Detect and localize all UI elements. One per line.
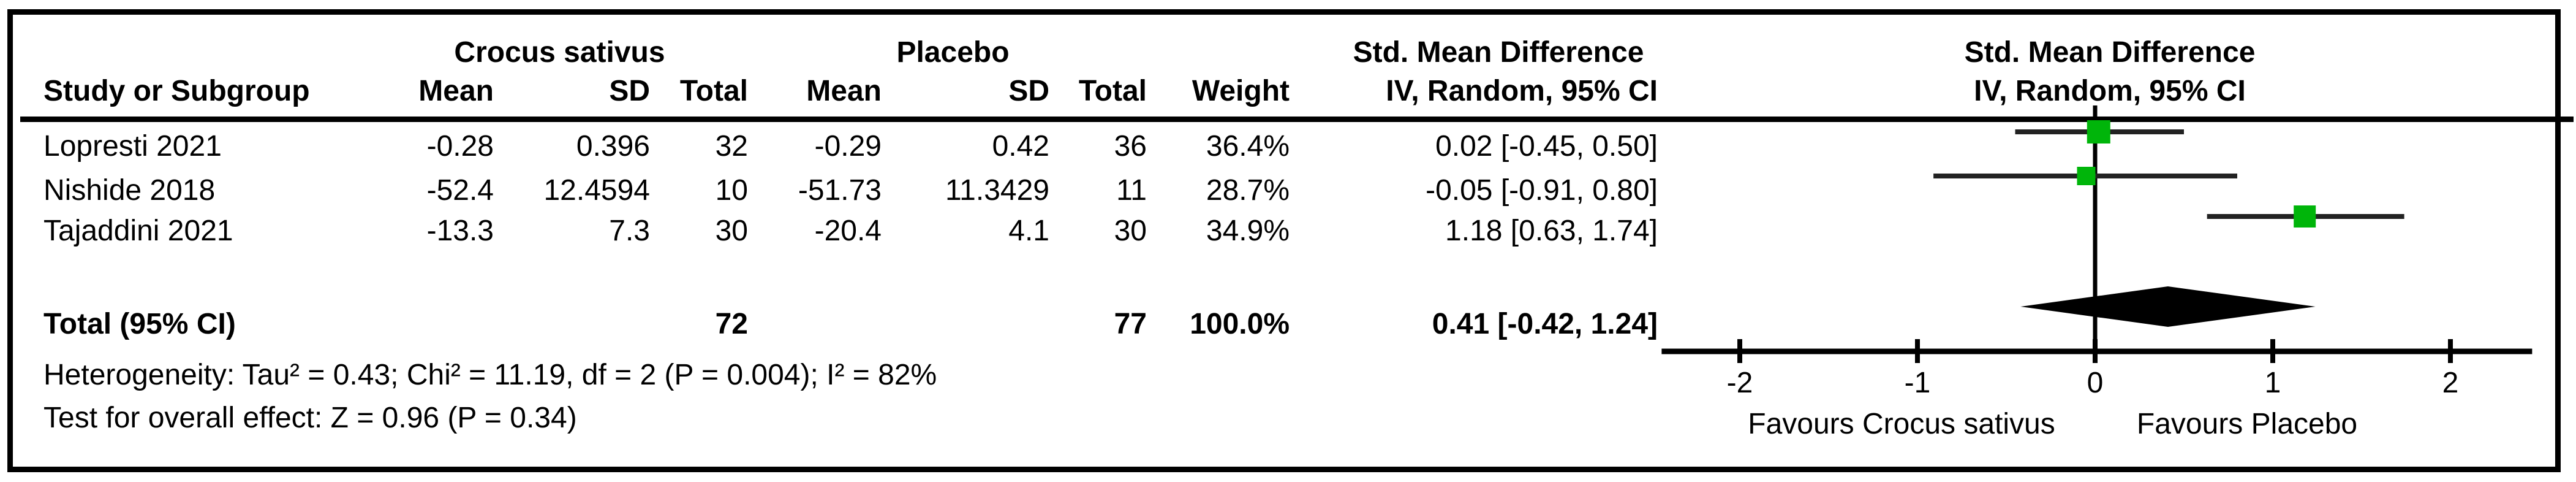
effect-measure-header-table: Std. Mean Difference <box>1353 36 1644 69</box>
heterogeneity-stats-line: Heterogeneity: Tau² = 0.43; Chi² = 11.19… <box>43 359 937 391</box>
study-name-cell: Lopresti 2021 <box>43 130 222 163</box>
treatment-mean-header: Mean <box>418 75 494 107</box>
control-total-header: Total <box>1078 75 1147 107</box>
pooled-diamond <box>2020 286 2316 327</box>
overall-effect-test-line: Test for overall effect: Z = 0.96 (P = 0… <box>43 402 577 434</box>
axis-tick-label: 1 <box>2265 367 2281 399</box>
weight-cell: 36.4% <box>1206 130 1290 163</box>
axis-tick-label: 2 <box>2442 367 2459 399</box>
control-total-cell: 30 <box>1114 215 1147 247</box>
control-sd-header: SD <box>1008 75 1049 107</box>
treatment-mean-cell: -13.3 <box>426 215 494 247</box>
treatment-total-cell: 32 <box>715 130 748 163</box>
favours-right-label: Favours Placebo <box>2137 408 2357 440</box>
treatment-mean-cell: -0.28 <box>426 130 494 163</box>
treatment-total-cell: 30 <box>715 215 748 247</box>
study-row: Tajaddini 2021 -13.3 7.3 30 -20.4 4.1 30 34.9% 1… <box>13 214 2576 248</box>
ci-text-cell: -0.05 [-0.91, 0.80] <box>1426 174 1658 207</box>
control-total-cell: 36 <box>1114 130 1147 163</box>
ci-text-cell: 1.18 [0.63, 1.74] <box>1445 215 1658 247</box>
axis-tick-label: 0 <box>2087 367 2104 399</box>
axis-tick-label: -2 <box>1727 367 1753 399</box>
figure-frame: Crocus sativus Placebo Std. Mean Differe… <box>7 9 2574 472</box>
study-column-header: Study or Subgroup <box>43 75 310 107</box>
weight-cell: 34.9% <box>1206 215 1290 247</box>
total-row-label: Total (95% CI) <box>43 308 236 340</box>
study-row: Nishide 2018 -52.4 12.4594 10 -51.73 11.3429 1… <box>13 174 2576 208</box>
total-control-n: 77 <box>1114 308 1147 340</box>
control-sd-cell: 0.42 <box>992 130 1049 163</box>
treatment-group-header: Crocus sativus <box>454 36 665 69</box>
weight-column-header: Weight <box>1192 75 1290 107</box>
favours-left-label: Favours Crocus sativus <box>1748 408 2055 440</box>
control-mean-cell: -20.4 <box>814 215 882 247</box>
total-ci-text: 0.41 [-0.42, 1.24] <box>1432 308 1658 340</box>
axis-tick-label: -1 <box>1905 367 1931 399</box>
control-mean-header: Mean <box>806 75 882 107</box>
control-group-header: Placebo <box>896 36 1010 69</box>
ci-column-header-plot: IV, Random, 95% CI <box>1974 75 2246 107</box>
treatment-sd-cell: 7.3 <box>609 215 650 247</box>
control-sd-cell: 4.1 <box>1008 215 1049 247</box>
effect-square <box>2077 167 2096 185</box>
treatment-mean-cell: -52.4 <box>426 174 494 207</box>
effect-measure-header-plot: Std. Mean Difference <box>1964 36 2256 69</box>
weight-cell: 28.7% <box>1206 174 1290 207</box>
effect-square <box>2087 120 2110 143</box>
treatment-total-header: Total <box>679 75 748 107</box>
treatment-total-cell: 10 <box>715 174 748 207</box>
ci-column-header-table: IV, Random, 95% CI <box>1386 75 1658 107</box>
total-row: Total (95% CI) 72 77 100.0% 0.41 [-0.42,… <box>13 307 2576 342</box>
study-row: Lopresti 2021 -0.28 0.396 32 -0.29 0.42 36 36.4… <box>13 129 2576 164</box>
treatment-sd-header: SD <box>609 75 650 107</box>
control-sd-cell: 11.3429 <box>945 174 1049 207</box>
total-treatment-n: 72 <box>715 308 748 340</box>
study-name-cell: Nishide 2018 <box>43 174 216 207</box>
treatment-sd-cell: 0.396 <box>576 130 650 163</box>
control-mean-cell: -0.29 <box>814 130 882 163</box>
total-weight: 100.0% <box>1190 308 1290 340</box>
header-separator-rule <box>20 117 2574 122</box>
control-mean-cell: -51.73 <box>798 174 882 207</box>
ci-text-cell: 0.02 [-0.45, 0.50] <box>1435 130 1658 163</box>
control-total-cell: 11 <box>1116 174 1147 207</box>
effect-square <box>2294 205 2316 228</box>
treatment-sd-cell: 12.4594 <box>543 174 650 207</box>
study-name-cell: Tajaddini 2021 <box>43 215 233 247</box>
